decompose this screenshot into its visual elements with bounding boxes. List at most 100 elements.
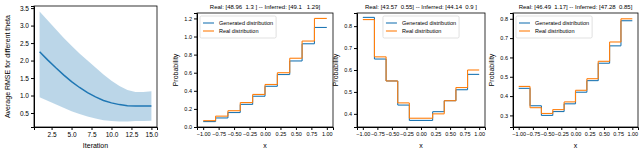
bin	[265, 84, 277, 85]
histogram-series	[363, 17, 479, 120]
tick-mark	[31, 113, 34, 114]
tick-label: 2.5	[48, 131, 57, 138]
tick-mark	[265, 127, 266, 130]
axis-line	[198, 128, 334, 131]
tick-mark	[131, 127, 132, 130]
tick-label: 0.8	[184, 52, 192, 58]
bin	[541, 115, 552, 116]
tick-label: 0.75	[460, 131, 471, 137]
title: Real: [43.57 0.55] -- Inferred: [44.14 0…	[365, 4, 477, 10]
bin	[265, 86, 277, 87]
bin	[553, 109, 564, 110]
tick-label: 10.0	[106, 131, 119, 138]
tick-mark	[151, 127, 152, 130]
tick-mark	[219, 127, 220, 130]
tick-mark	[590, 127, 591, 130]
tick: 1.00	[474, 127, 485, 137]
legend-label: Real distribution	[535, 28, 574, 34]
tick-mark	[31, 8, 34, 9]
tick: 0.00	[416, 127, 427, 137]
step-riser	[252, 94, 253, 102]
tick: 0.7	[344, 45, 357, 51]
tick: 3.5	[20, 5, 34, 12]
bin	[398, 105, 410, 106]
tick: 0.75	[307, 127, 318, 137]
step-riser	[397, 81, 398, 105]
tick: 0.8	[184, 52, 197, 58]
tick-mark	[510, 115, 513, 116]
tick-label: 0.00	[416, 131, 427, 137]
step-riser	[444, 101, 445, 114]
step-riser	[240, 103, 241, 111]
tick: 1.00	[322, 127, 333, 137]
tick: 5.0	[68, 127, 77, 138]
tick-mark	[354, 48, 357, 49]
step-riser	[409, 103, 410, 118]
tick-label: 15.0	[146, 131, 159, 138]
tick-label: 0.8	[344, 23, 352, 29]
bin	[468, 69, 480, 70]
tick-label: 0.25	[585, 131, 596, 137]
tick: 0.00	[571, 127, 582, 137]
tick: −0.75	[212, 127, 226, 137]
tick-mark	[510, 38, 513, 39]
bin	[530, 107, 541, 108]
x-axis-title: Iteration	[83, 142, 108, 149]
panel: −1.00−0.75−0.50−0.250.000.250.500.751.00…	[488, 4, 639, 149]
tick: −1.00	[356, 127, 370, 137]
step-riser	[302, 41, 303, 58]
axis-line	[194, 14, 198, 128]
tick-mark	[354, 70, 357, 71]
tick: 1.0	[20, 92, 34, 99]
tick: −1.00	[512, 127, 526, 137]
legend: Generated distributionReal distribution	[200, 16, 276, 38]
tick-label: 0.2	[184, 106, 192, 112]
bin	[363, 17, 375, 18]
tick-label: 0.7	[500, 35, 508, 41]
bin	[433, 111, 445, 112]
tick-label: −0.50	[228, 131, 242, 137]
tick-mark	[72, 127, 73, 130]
plot-frame	[357, 13, 485, 127]
legend-swatch	[203, 30, 214, 31]
tick: 1.0	[184, 34, 197, 40]
tick: 0.6	[500, 55, 513, 61]
step-riser	[215, 116, 216, 121]
step-riser	[598, 61, 599, 78]
tick: −0.50	[385, 127, 399, 137]
bin	[564, 103, 575, 104]
tick-mark	[510, 57, 513, 58]
axis-line	[514, 128, 639, 131]
plot-frame	[34, 6, 157, 127]
tick: −0.50	[228, 127, 242, 137]
panel: 2.55.07.510.012.515.00.51.01.52.02.53.03…	[4, 5, 159, 149]
tick: 1.2	[184, 16, 197, 22]
tick-label: 3.0	[20, 22, 29, 29]
line	[40, 52, 152, 106]
tick-mark	[296, 127, 297, 130]
step-riser	[575, 90, 576, 102]
step-riser	[432, 112, 433, 121]
tick-label: 0.50	[445, 131, 456, 137]
tick-label: 1.00	[474, 131, 485, 137]
tick-mark	[510, 96, 513, 97]
y-axis: 0.30.40.50.60.70.8	[500, 14, 513, 128]
legend-box	[383, 16, 459, 38]
axis-line	[31, 7, 35, 128]
bin	[576, 92, 587, 93]
step-riser	[289, 58, 290, 72]
tick-mark	[194, 127, 197, 128]
step-riser	[374, 20, 375, 57]
step-riser	[529, 86, 530, 107]
tick: 0.5	[20, 110, 34, 117]
tick-mark	[234, 127, 235, 130]
tick: 2.0	[20, 57, 34, 64]
bin	[253, 94, 265, 95]
bin	[363, 19, 375, 20]
title: Real: [46.49 1.17] -- Inferred: [47.28 0…	[519, 4, 633, 10]
axis-line	[358, 128, 486, 131]
axis-line	[510, 14, 514, 128]
tick: 0.3	[500, 113, 513, 119]
tick-label: −1.00	[356, 131, 370, 137]
tick-mark	[561, 127, 562, 130]
